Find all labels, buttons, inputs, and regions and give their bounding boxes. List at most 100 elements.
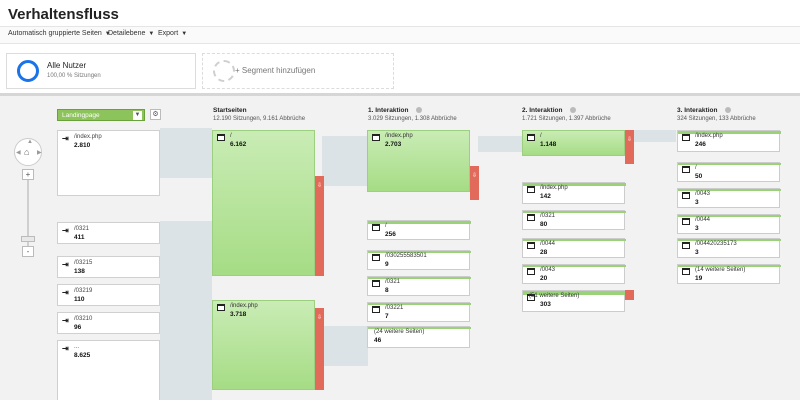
node-name: / [695,165,697,171]
gear-icon[interactable]: ⚙ [150,109,161,120]
zoom-in-button[interactable]: + [22,169,34,180]
node-flow-bar [523,183,626,186]
node-value: 246 [695,141,706,148]
landingpage-node[interactable]: ⇥ /03215 138 [57,256,160,278]
pan-control[interactable]: ⌂ ▲ ◀ ▶ [14,138,42,166]
dropoff-arrow-icon: ⇩ [472,173,478,179]
interaction3-node[interactable]: /index.php 246 [677,130,781,152]
node-flow-bar [368,327,471,329]
info-icon[interactable] [725,107,732,114]
zoom-slider-handle[interactable] [21,236,35,242]
interaction1-node[interactable]: / 256 [367,220,471,240]
node-value: 1.148 [540,141,557,148]
node-flow-bar [678,189,781,191]
interaction1-node[interactable]: /03221 7 [367,302,471,322]
landingpage-name: /0321 [74,226,90,232]
start-node[interactable]: / 6.162 [212,130,315,276]
landingpage-node[interactable]: ⇥ /index.php 2.810 [57,130,160,196]
interaction3-node[interactable]: /0044 3 [677,214,781,234]
interaction2-node[interactable]: (51 weitere Seiten) 303 [522,290,626,312]
node-value: 50 [695,173,703,180]
detail-level-dropdown[interactable]: Detailebene ▼ [108,30,154,37]
interaction2-node[interactable]: /0321 80 [522,210,626,230]
page-icon [217,304,225,311]
arrow-left-icon[interactable]: ◀ [16,150,21,156]
node-name: /index.php [540,185,568,191]
interaction2-node[interactable]: /index.php 142 [522,182,626,204]
node-value: 6.162 [230,141,247,148]
entry-arrow-icon: ⇥ [62,260,69,269]
landingpage-name: /03215 [74,260,93,266]
node-flow-bar [678,265,781,267]
column-sub-i3: 324 Sitzungen, 133 Abbrüche [677,116,756,122]
landingpage-name: /index.php [74,134,102,140]
node-value: 3 [695,225,699,232]
page-icon [372,224,380,231]
interaction1-node[interactable]: /index.php 2.703 [367,130,470,192]
node-value: 7 [385,313,389,320]
zoom-track [27,172,29,256]
export-dropdown[interactable]: Export ▼ [158,30,187,37]
info-icon[interactable] [570,107,577,114]
grouping-dropdown[interactable]: Automatisch gruppierte Seiten ▼ [8,30,111,37]
node-name: /index.php [695,133,723,139]
landingpage-dropdown[interactable]: Landingpage ▼ [57,109,145,121]
interaction3-node[interactable]: / 50 [677,162,781,182]
node-value: 256 [385,231,396,238]
dropoff-arrow-icon: ⇩ [627,137,633,143]
detail-level-label: Detailebene [108,30,146,37]
segment-ring-icon [17,60,39,82]
zoom-out-button[interactable]: - [22,246,34,257]
interaction2-node[interactable]: /0043 20 [522,264,626,284]
interaction1-node[interactable]: /0321 8 [367,276,471,296]
info-icon[interactable] [416,107,423,114]
landingpage-node[interactable]: ⇥ /03210 96 [57,312,160,334]
page-title: Verhaltensfluss [8,6,119,23]
page-icon [527,242,535,249]
page-icon [527,186,535,193]
node-value: 28 [540,249,548,256]
landingpage-node[interactable]: ⇥ ... 8.625 [57,340,160,400]
node-name: /030255583501 [385,253,427,259]
entry-arrow-icon: ⇥ [62,344,69,353]
dropoff-bar[interactable]: ⇩ [315,308,324,390]
interaction2-node[interactable]: / 1.148 [522,130,625,156]
node-value: 80 [540,221,548,228]
interaction3-node[interactable]: (14 weitere Seiten) 19 [677,264,781,284]
column-sub-start: 12.190 Sitzungen, 9.161 Abbrüche [213,116,306,122]
node-flow-bar [368,277,471,279]
chevron-down-icon: ▼ [181,31,188,37]
landingpage-dropdown-label: Landingpage [62,112,100,119]
landingpage-value: 8.625 [74,352,91,359]
interaction1-node[interactable]: /030255583501 9 [367,250,471,270]
home-icon[interactable]: ⌂ [24,147,30,157]
column-title-i3: 3. Interaktion [677,107,718,114]
start-node[interactable]: /index.php 3.718 [212,300,315,390]
arrow-right-icon[interactable]: ▶ [37,150,42,156]
page-icon [217,134,225,141]
add-segment-button[interactable]: + Segment hinzufügen [202,53,394,89]
dropoff-bar[interactable]: ⇩ [625,130,634,164]
entry-arrow-icon: ⇥ [62,226,69,235]
landingpage-node[interactable]: ⇥ /03219 110 [57,284,160,306]
landingpage-node[interactable]: ⇥ /0321 411 [57,222,160,244]
node-name: / [540,133,542,139]
segment-all-users[interactable]: Alle Nutzer 100,00 % Sitzungen [6,53,196,89]
node-name: /0043 [695,191,711,197]
arrow-up-icon[interactable]: ▲ [27,139,33,145]
interaction1-node[interactable]: (24 weitere Seiten) 46 [367,326,471,348]
interaction3-node[interactable]: /0043 3 [677,188,781,208]
node-name: /0321 [385,279,401,285]
node-flow-bar [523,265,626,267]
dropoff-bar[interactable]: ⇩ [315,176,324,276]
flow-canvas[interactable]: ⌂ ▲ ◀ ▶ + - Landingpage ▼ ⚙ Startseiten 1… [0,93,800,400]
node-flow-bar [678,239,781,241]
export-label: Export [158,30,179,37]
interaction3-node[interactable]: /004420235173 3 [677,238,781,258]
node-value: 142 [540,193,551,200]
dropoff-bar[interactable] [625,290,634,300]
dropoff-bar[interactable]: ⇩ [470,166,479,200]
toolbar: Automatisch gruppierte Seiten ▼ Detailebe… [0,26,800,44]
node-value: 20 [540,275,548,282]
interaction2-node[interactable]: /0044 28 [522,238,626,258]
